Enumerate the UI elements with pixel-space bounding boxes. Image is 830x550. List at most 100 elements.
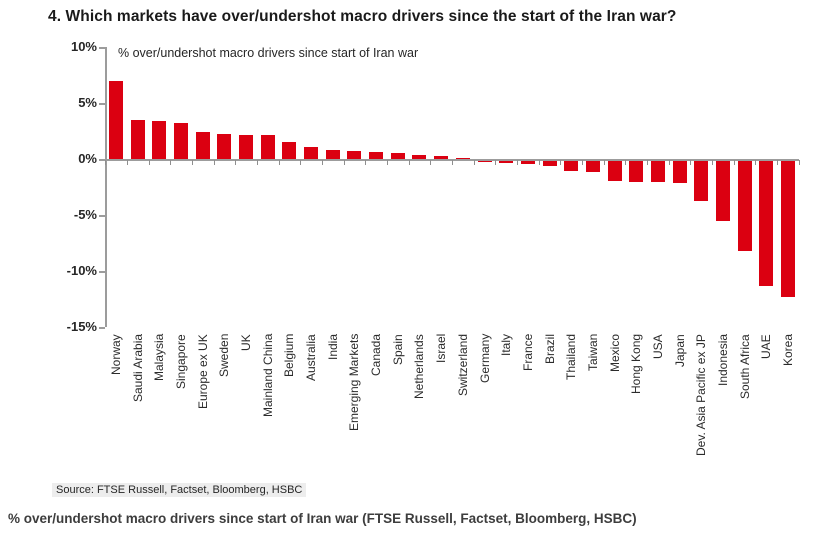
bar-dev-asia-pacific-ex-jp	[694, 160, 709, 201]
y-axis-tick	[99, 159, 105, 161]
category-axis-tick	[386, 160, 388, 165]
bar-uae	[759, 160, 774, 286]
bar-belgium	[282, 142, 297, 159]
bar-thailand	[564, 160, 579, 171]
x-label-korea: Korea	[780, 334, 795, 367]
category-axis-tick	[473, 160, 475, 165]
category-axis-tick	[733, 160, 735, 165]
bar-canada	[369, 152, 384, 159]
category-axis-tick	[256, 160, 258, 165]
x-label-emerging-markets: Emerging Markets	[347, 334, 362, 432]
y-axis-tick	[99, 327, 105, 329]
category-axis-tick	[668, 160, 670, 165]
x-label-indonesia: Indonesia	[715, 334, 730, 387]
category-axis-tick	[300, 160, 302, 165]
x-label-japan: Japan	[672, 334, 687, 367]
bar-singapore	[174, 123, 189, 159]
category-axis-tick	[560, 160, 562, 165]
category-axis-tick	[408, 160, 410, 165]
x-label-europe-ex-uk: Europe ex UK	[195, 334, 210, 409]
y-tick-label: 10%	[70, 39, 97, 54]
category-axis-tick	[712, 160, 714, 165]
bar-mainland-china	[260, 135, 275, 159]
y-axis-tick	[99, 103, 105, 105]
y-tick-label: -10%	[66, 263, 97, 278]
bar-taiwan	[585, 160, 600, 172]
category-axis-tick	[603, 160, 605, 165]
y-tick-label: -15%	[66, 319, 97, 334]
category-axis-tick	[538, 160, 540, 165]
category-axis-tick	[625, 160, 627, 165]
x-label-belgium: Belgium	[282, 334, 297, 378]
bar-sweden	[217, 134, 232, 159]
x-label-australia: Australia	[304, 334, 319, 381]
x-label-germany: Germany	[477, 334, 492, 384]
category-axis-tick	[798, 160, 800, 165]
category-axis-tick	[343, 160, 345, 165]
source-note: Source: FTSE Russell, Factset, Bloomberg…	[52, 483, 307, 497]
bar-spain	[390, 153, 405, 159]
x-label-norway: Norway	[109, 334, 123, 375]
bar-emerging-markets	[347, 151, 362, 159]
x-label-canada: Canada	[369, 334, 384, 377]
category-axis-tick	[582, 160, 584, 165]
x-label-netherlands: Netherlands	[412, 334, 427, 399]
x-label-saudi-arabia: Saudi Arabia	[130, 334, 145, 403]
y-axis-tick	[99, 215, 105, 217]
bar-india	[325, 150, 340, 159]
x-label-malaysia: Malaysia	[152, 334, 167, 382]
x-label-uk: UK	[239, 334, 254, 351]
x-label-hong-kong: Hong Kong	[629, 334, 644, 395]
category-axis-tick	[495, 160, 497, 165]
category-axis-tick	[170, 160, 172, 165]
bar-europe-ex-uk	[195, 132, 210, 159]
category-axis-tick	[755, 160, 757, 165]
bar-south-africa	[737, 160, 752, 252]
x-label-singapore: Singapore	[174, 334, 189, 389]
figure-caption: % over/undershot macro drivers since sta…	[8, 511, 637, 526]
x-label-india: India	[325, 334, 340, 361]
category-axis-tick	[430, 160, 432, 165]
bar-uk	[239, 135, 254, 159]
x-label-dev-asia-pacific-ex-jp: Dev. Asia Pacific ex JP	[694, 334, 709, 456]
bar-saudi-arabia	[130, 119, 145, 159]
x-label-italy: Italy	[499, 334, 514, 357]
bar-france	[520, 160, 535, 164]
category-axis-tick	[235, 160, 237, 165]
bar-indonesia	[715, 160, 730, 221]
x-label-israel: Israel	[434, 334, 449, 364]
bar-mexico	[607, 160, 622, 181]
y-tick-label: -5%	[73, 207, 97, 222]
bar-malaysia	[152, 120, 167, 159]
y-axis-tick	[99, 47, 105, 49]
y-axis-tick	[99, 271, 105, 273]
x-axis-line	[105, 159, 799, 161]
bar-switzerland	[455, 157, 470, 159]
category-axis-tick	[278, 160, 280, 165]
x-label-thailand: Thailand	[564, 334, 579, 381]
x-label-brazil: Brazil	[542, 334, 557, 365]
bar-korea	[780, 160, 795, 298]
x-label-taiwan: Taiwan	[585, 334, 600, 372]
bar-australia	[304, 146, 319, 159]
category-axis-tick	[213, 160, 215, 165]
x-label-france: France	[520, 334, 535, 372]
x-label-mexico: Mexico	[607, 334, 622, 373]
category-axis-tick	[365, 160, 367, 165]
category-axis-tick	[451, 160, 453, 165]
x-label-mainland-china: Mainland China	[260, 334, 275, 418]
plot-inner-label: % over/undershot macro drivers since sta…	[118, 46, 419, 60]
category-axis-tick	[105, 160, 107, 165]
x-label-uae: UAE	[759, 334, 774, 359]
bar-italy	[499, 160, 514, 163]
x-label-usa: USA	[650, 334, 665, 359]
bar-norway	[109, 80, 123, 159]
x-label-spain: Spain	[390, 334, 405, 365]
category-axis-tick	[321, 160, 323, 165]
y-tick-label: 5%	[78, 95, 97, 110]
bar-israel	[434, 155, 449, 159]
bar-netherlands	[412, 154, 427, 159]
bar-brazil	[542, 160, 557, 167]
y-tick-label: 0%	[78, 151, 97, 166]
